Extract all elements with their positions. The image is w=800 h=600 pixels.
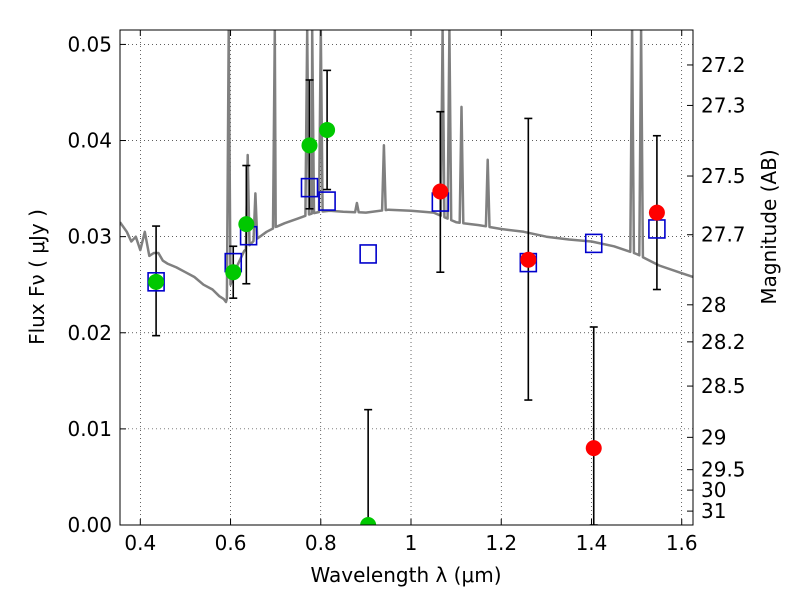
x-tick-label: 1 [405,531,418,555]
mag-tick-label: 27.2 [701,53,746,77]
plot-background [120,30,693,525]
y2-axis-label: Magnitude (AB) [757,149,781,304]
model-photometry-square [318,191,336,211]
mag-tick-label: 27.3 [701,93,746,117]
optical-data-point [238,216,255,233]
mag-tick-label: 29.5 [701,458,746,482]
plot-frame [119,29,694,526]
y-tick-label: 0.02 [67,321,112,345]
y-tick-label: 0.05 [67,32,112,56]
nir-data-point [585,440,602,457]
mag-tick-label: 31 [701,499,726,523]
y-tick-label: 0.03 [67,225,112,249]
nir-data-point [432,183,449,200]
mag-tick-label: 28.5 [701,374,746,398]
x-tick-label: 1.2 [485,531,517,555]
mag-tick-label: 28 [701,293,726,317]
y-tick-label: 0.00 [67,513,112,537]
nir-data-point [648,204,665,221]
model-photometry-square [300,177,319,198]
plot-area [120,30,693,525]
x-tick-label: 1.6 [666,531,698,555]
model-photometry-markers [147,177,666,292]
optical-data-point [360,517,377,525]
axis-tick-labels: 0.4 0.6 0.8 1 1.2 1.4 1.6 0.00 0.01 0.02 0.03 0.04 0… [67,32,745,555]
observed-photometry-markers [148,121,665,525]
x-axis-label: Wavelength λ (μm) [310,563,501,587]
mag-tick-label: 28.2 [701,330,746,354]
y-axis-label: Flux Fν ( μJy ) [25,209,49,345]
mag-tick-label: 27.5 [701,164,746,188]
axis-ticks [120,30,693,526]
mag-tick-label: 30 [701,478,726,502]
optical-data-point [319,121,336,138]
optical-data-point [148,273,165,290]
optical-data-point [301,137,318,154]
model-spectrum-line [120,30,693,304]
optical-data-point [225,264,242,281]
x-tick-label: 0.8 [305,531,337,555]
y-tick-label: 0.04 [67,129,112,153]
x-tick-label: 0.6 [215,531,247,555]
x-tick-label: 1.4 [576,531,608,555]
model-photometry-square [584,233,603,254]
model-spectrum [120,30,693,304]
nir-data-point [520,251,537,268]
y-tick-label: 0.01 [67,417,112,441]
mag-tick-label: 27.7 [701,223,746,247]
mag-tick-label: 29 [701,425,726,449]
x-tick-label: 0.4 [124,531,156,555]
model-photometry-square [359,244,377,264]
